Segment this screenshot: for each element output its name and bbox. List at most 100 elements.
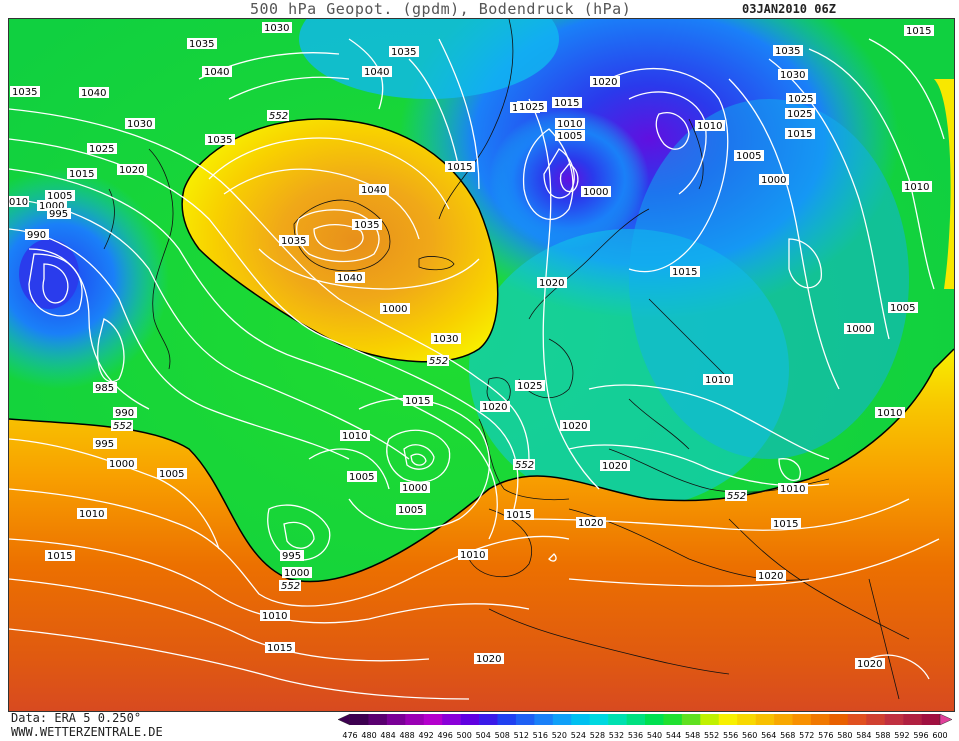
isobar-label: 1040 (202, 66, 232, 78)
isobar-label: 995 (280, 550, 304, 562)
isobar-label: 1020 (600, 460, 630, 472)
colorbar-swatch (368, 714, 388, 725)
svg-text:1005: 1005 (736, 151, 761, 162)
ridge-field (182, 119, 498, 362)
colorbar-tick-label: 480 (361, 731, 376, 740)
svg-text:1015: 1015 (405, 396, 430, 407)
svg-text:1035: 1035 (391, 47, 416, 58)
website-link: WWW.WETTERZENTRALE.DE (11, 725, 163, 739)
svg-text:1010: 1010 (705, 375, 730, 386)
isobar-label: 1025 (785, 108, 815, 120)
isobar-label: 1000 (581, 186, 611, 198)
svg-text:552: 552 (281, 581, 300, 592)
isobar-label: 1035 (187, 38, 217, 50)
svg-text:1005: 1005 (557, 131, 582, 142)
isobar-label: 1030 (778, 69, 808, 81)
isobar-label: 1020 (560, 420, 590, 432)
svg-text:1020: 1020 (578, 518, 603, 529)
isobar-label: 1035 (10, 86, 40, 98)
svg-text:552: 552 (429, 356, 448, 367)
colorbar-tick-label: 540 (647, 731, 662, 740)
svg-text:1010: 1010 (877, 408, 902, 419)
isobar-label: 010 (9, 196, 29, 208)
isobar-label: 1000 (37, 200, 67, 212)
colorbar-tick-label: 548 (685, 731, 700, 740)
svg-text:1040: 1040 (204, 67, 229, 78)
svg-text:1035: 1035 (354, 220, 379, 231)
footer-info: Data: ERA 5 0.250° WWW.WETTERZENTRALE.DE (11, 711, 163, 739)
svg-text:1005: 1005 (159, 469, 184, 480)
isobar-label: 985 (93, 382, 117, 394)
colorbar-swatch (423, 714, 443, 725)
colorbar-swatch (810, 714, 830, 725)
svg-text:1010: 1010 (557, 119, 582, 130)
svg-text:1035: 1035 (12, 87, 37, 98)
svg-text:1030: 1030 (780, 70, 805, 81)
colorbar-swatch (552, 714, 572, 725)
svg-text:1035: 1035 (189, 39, 214, 50)
colorbar-tick-label: 568 (780, 731, 795, 740)
colorbar-swatch (460, 714, 480, 725)
colorbar-tick-label: 532 (609, 731, 624, 740)
colorbar-tick-label: 484 (380, 731, 395, 740)
svg-text:1000: 1000 (382, 304, 407, 315)
svg-text:1000: 1000 (761, 175, 786, 186)
colorbar-swatch (442, 714, 461, 725)
colorbar-tick-label: 584 (856, 731, 871, 740)
svg-text:1020: 1020 (539, 278, 564, 289)
svg-text:1015: 1015 (554, 98, 579, 109)
isobar-label: 1015 (45, 550, 75, 562)
svg-text:1015: 1015 (773, 519, 798, 530)
colorbar-swatch (479, 714, 498, 725)
svg-text:1010: 1010 (262, 611, 287, 622)
svg-text:1000: 1000 (284, 568, 309, 579)
west-low-field (9, 169, 169, 389)
north-low-field-2 (489, 109, 649, 249)
colorbar-swatch (626, 714, 646, 725)
svg-text:1010: 1010 (697, 121, 722, 132)
svg-text:1020: 1020 (592, 77, 617, 88)
isobar-label: 1015 (552, 97, 582, 109)
colorbar-swatch (829, 714, 849, 725)
isobar-label: 1015 (904, 25, 934, 37)
isobar-label: 1005 (555, 130, 585, 142)
colorbar-tick-label: 588 (875, 731, 890, 740)
isobar-label: 1015 (771, 518, 801, 530)
svg-text:1040: 1040 (337, 273, 362, 284)
svg-text:1015: 1015 (906, 26, 931, 37)
isobar-label: 1000 (844, 323, 874, 335)
isobar-label: 1005 (347, 471, 377, 483)
color-scale-bar: 476 480 484 488 492 496 500 504 508 512 516 520 524 5… (337, 713, 953, 740)
isobar-label: 1010 (695, 120, 725, 132)
colorbar-tick-label: 528 (590, 731, 605, 740)
isobar-label: 1025 (515, 380, 545, 392)
svg-text:1000: 1000 (39, 201, 64, 212)
svg-text:1010: 1010 (460, 550, 485, 561)
colorbar-tick-label: 572 (799, 731, 814, 740)
isobar-label: 1030 (262, 22, 292, 34)
colorbar-swatch (663, 714, 683, 725)
colorbar-swatch (534, 714, 554, 725)
colorbar-swatch (405, 714, 425, 725)
isobar-label: 1040 (359, 184, 389, 196)
svg-text:552: 552 (113, 421, 132, 432)
isobar-label: 1010 (340, 430, 370, 442)
title-date: 03JAN2010 06Z (742, 2, 836, 16)
svg-text:1020: 1020 (476, 654, 501, 665)
colorbar-swatch (866, 714, 885, 725)
svg-text:1005: 1005 (47, 191, 72, 202)
south-warm-field (9, 349, 954, 711)
svg-text:1000: 1000 (583, 187, 608, 198)
isobar-label: 1040 (362, 66, 392, 78)
svg-text:995: 995 (282, 551, 301, 562)
colorbar-swatch (792, 714, 812, 725)
colorbar-tick-label: 576 (818, 731, 833, 740)
svg-text:1020: 1020 (119, 165, 144, 176)
contour-552-labels: 552 552 552 552 552 552 (111, 110, 747, 592)
svg-text:990: 990 (115, 408, 134, 419)
colorbar-swatch (774, 714, 793, 725)
colorbar-tick-label: 592 (894, 731, 909, 740)
colorbar-swatch (515, 714, 535, 725)
colorbar-tick-label: 596 (913, 731, 928, 740)
data-source: Data: ERA 5 0.250° (11, 711, 142, 725)
